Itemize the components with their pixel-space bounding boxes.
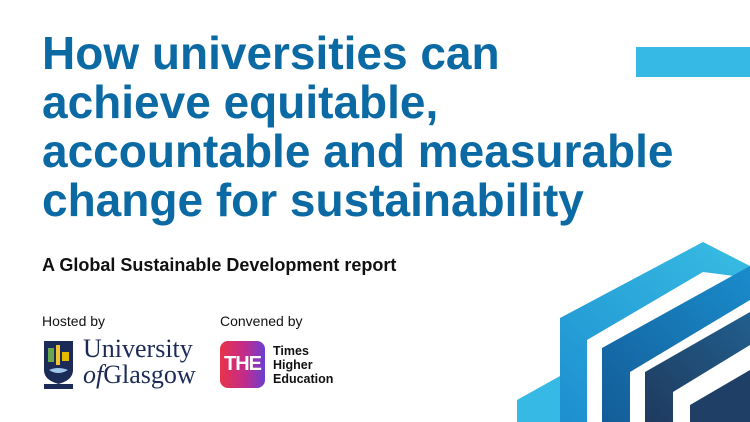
logo-text-of: of (83, 360, 104, 389)
logo-text-glasgow: Glasgow (103, 360, 196, 389)
chevron-light (517, 376, 560, 422)
title-line-2: achieve equitable, (42, 76, 439, 128)
university-crest-icon (44, 341, 73, 389)
the-logo-mark: THE (220, 341, 265, 388)
the-logo-mark-text: THE (224, 353, 262, 375)
chevron-light-main (560, 242, 750, 422)
title-line-4: change for sustainability (42, 174, 584, 226)
subtitle: A Global Sustainable Development report (42, 255, 397, 275)
chevron-mid (602, 266, 750, 422)
logo-text-times: Times (273, 344, 309, 358)
convened-by-label: Convened by (220, 313, 303, 329)
logo-text-higher: Higher (273, 358, 313, 372)
title-line-3: accountable and measurable (42, 125, 674, 177)
logo-text-education: Education (273, 372, 334, 386)
page-title: How universities can achieve equitable, … (42, 29, 702, 225)
title-line-1: How universities can (42, 27, 500, 79)
logo-text-university: University (83, 334, 193, 363)
chevron-dark (645, 312, 750, 422)
accent-bar (636, 47, 750, 77)
university-of-glasgow-logo: University ofGlasgow (83, 336, 196, 388)
times-higher-education-logo: Times Higher Education (273, 344, 333, 386)
hosted-by-label: Hosted by (42, 313, 106, 329)
chevron-darkest (690, 370, 750, 422)
